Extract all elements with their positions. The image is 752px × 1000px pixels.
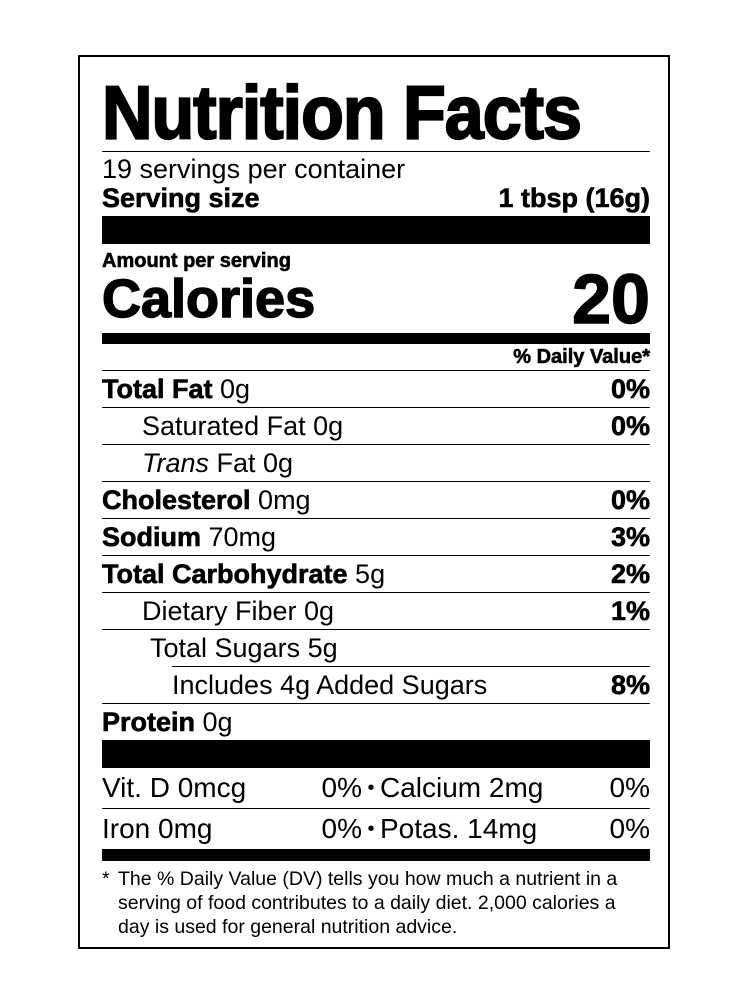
divider xyxy=(102,151,650,152)
nutrient-row: Dietary Fiber 0g 1% xyxy=(102,592,650,629)
nutrient-row: Saturated Fat 0g 0% xyxy=(102,407,650,444)
micronutrient-row: Vit. D 0mcg 0% • Calcium 2mg 0% xyxy=(102,768,650,808)
nutrient-row: Total Sugars 5g xyxy=(102,629,650,666)
micronutrient-b: Calcium 2mg xyxy=(380,772,544,803)
micronutrient-a: Iron 0mg xyxy=(102,813,213,844)
nutrient-daily-value: 2% xyxy=(610,558,651,589)
nutrient-label: Includes 4g Added Sugars xyxy=(172,669,488,700)
nutrient-label: Total Carbohydrate xyxy=(102,558,348,589)
bullet-separator: • xyxy=(367,776,375,799)
nutrient-daily-value: 3% xyxy=(610,521,651,552)
nutrient-name: Saturated Fat 0g xyxy=(102,411,343,442)
nutrient-name-italic: Trans xyxy=(142,447,210,478)
nutrient-daily-value: 0% xyxy=(610,410,651,441)
nutrient-daily-value: 1% xyxy=(610,595,651,626)
nutrient-label: Sodium xyxy=(102,521,202,552)
nutrient-label: Total Sugars 5g xyxy=(150,632,338,663)
nutrient-name: Total Fat 0g xyxy=(102,373,251,405)
calories-label: Calories xyxy=(101,268,316,330)
micronutrient-row: Iron 0mg 0% • Potas. 14mg 0% xyxy=(102,808,650,849)
nutrient-daily-value: 0% xyxy=(610,484,651,515)
nutrient-name: Total Carbohydrate 5g xyxy=(102,558,386,590)
amount-per-serving: Amount per serving xyxy=(102,250,292,273)
nutrient-amount: 70mg xyxy=(208,521,277,552)
footnote: * The % Daily Value (DV) tells you how m… xyxy=(102,867,650,939)
medium-divider xyxy=(102,849,650,861)
thick-divider xyxy=(102,216,650,244)
nutrient-label: Protein xyxy=(102,706,196,737)
nutrient-row: Sodium 70mg 3% xyxy=(102,518,650,555)
nutrient-name: Includes 4g Added Sugars xyxy=(102,670,487,701)
thick-divider xyxy=(102,740,650,768)
nutrient-daily-value: 0% xyxy=(610,373,651,404)
serving-size-row: Serving size 1 tbsp (16g) xyxy=(102,183,651,213)
nutrient-row: Protein 0g xyxy=(102,703,650,740)
micronutrient-a: Vit. D 0mcg xyxy=(102,772,247,803)
nutrient-amount: 5g xyxy=(355,558,386,589)
bullet-separator: • xyxy=(367,817,375,840)
micronutrient-b-dv: 0% xyxy=(609,813,650,844)
nutrient-name: Trans Fat 0g xyxy=(102,448,293,479)
serving-size-value: 1 tbsp (16g) xyxy=(498,183,650,213)
serving-size-label: Serving size xyxy=(102,183,260,213)
nutrient-label: Total Fat xyxy=(102,373,213,404)
nutrient-label: Fat 0g xyxy=(209,447,294,478)
nutrient-row: Includes 4g Added Sugars 8% xyxy=(102,667,650,703)
nutrient-row: Trans Fat 0g xyxy=(102,444,650,481)
micronutrient-b: Potas. 14mg xyxy=(380,813,538,844)
nutrient-name: Sodium 70mg xyxy=(102,521,277,553)
nutrient-row: Total Fat 0g 0% xyxy=(102,370,650,407)
servings-per-container: 19 servings per container xyxy=(102,154,406,184)
micronutrient-a-dv: 0% xyxy=(321,772,362,803)
nutrient-label: Dietary Fiber 0g xyxy=(142,595,335,626)
nutrient-amount: 0mg xyxy=(258,484,311,515)
label-title: Nutrition Facts xyxy=(101,70,583,155)
nutrient-amount: 0g xyxy=(220,373,251,404)
nutrient-label: Cholesterol xyxy=(102,484,251,515)
medium-divider xyxy=(102,333,650,344)
nutrition-facts-label: Nutrition Facts 19 servings per containe… xyxy=(78,55,670,949)
nutrient-daily-value: 8% xyxy=(610,669,651,700)
divider xyxy=(172,666,650,667)
nutrient-name: Cholesterol 0mg xyxy=(102,484,311,516)
calories-row: Calories 20 xyxy=(101,259,650,339)
nutrient-name: Dietary Fiber 0g xyxy=(102,596,334,627)
nutrient-row: Cholesterol 0mg 0% xyxy=(102,481,650,518)
daily-value-header: % Daily Value* xyxy=(513,346,650,369)
footnote-star: * xyxy=(102,868,110,890)
nutrient-label: Saturated Fat 0g xyxy=(142,410,344,441)
nutrient-amount: 0g xyxy=(202,706,233,737)
nutrient-row: Total Carbohydrate 5g 2% xyxy=(102,555,650,592)
nutrient-name: Protein 0g xyxy=(102,706,233,738)
micronutrient-b-dv: 0% xyxy=(609,772,650,803)
micronutrient-a-dv: 0% xyxy=(321,813,362,844)
footnote-text: The % Daily Value (DV) tells you how muc… xyxy=(118,868,618,938)
nutrient-name: Total Sugars 5g xyxy=(102,633,338,664)
calories-value: 20 xyxy=(571,259,650,339)
